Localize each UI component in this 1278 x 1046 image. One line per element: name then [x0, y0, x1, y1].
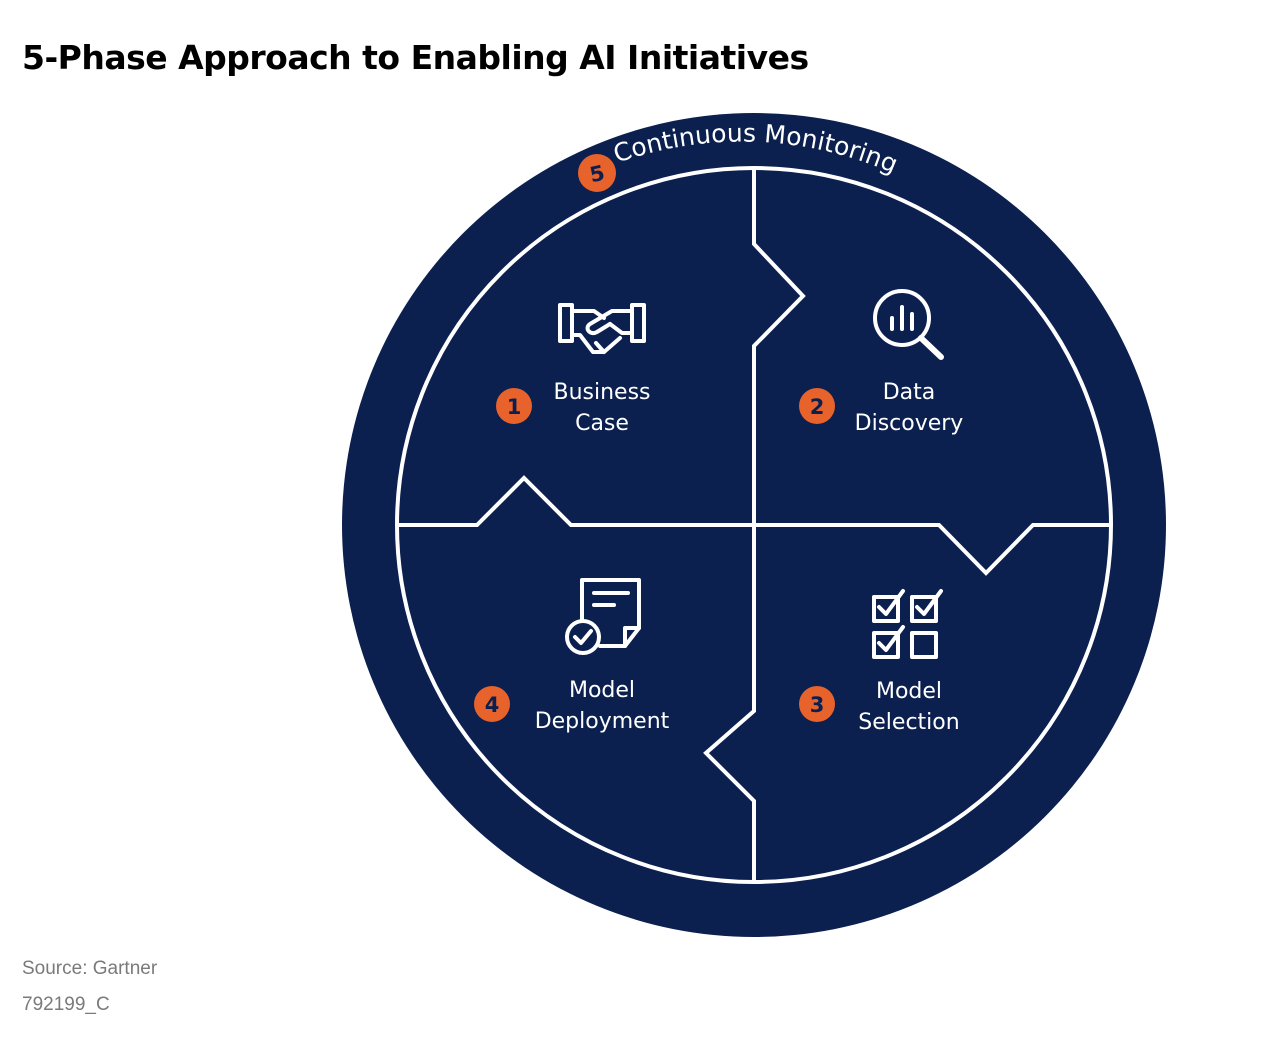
phase-3-quadrant: 3 Model Selection — [799, 589, 960, 735]
checklist-grid-icon — [872, 589, 943, 659]
handshake-icon — [558, 303, 646, 354]
ring-number-badge — [578, 154, 616, 192]
phase-3-label-line2: Selection — [858, 710, 959, 735]
phase-4-label-line2: Deployment — [535, 709, 670, 734]
phase-1-label-line1: Business — [553, 380, 650, 405]
divider-horizontal-left — [398, 475, 754, 527]
phase-1-number-badge — [496, 388, 532, 424]
phase-4-quadrant: 4 Model Deployment — [474, 578, 670, 734]
figure-id: 792199_C — [22, 994, 110, 1015]
phase-4-label-line1: Model — [569, 678, 635, 703]
source-note: Source: Gartner — [22, 958, 158, 979]
divider-horizontal-right — [754, 523, 1111, 576]
page-title: 5-Phase Approach to Enabling AI Initiati… — [22, 38, 809, 77]
phase-2-number: 2 — [810, 395, 825, 419]
phase-2-number-badge — [799, 388, 835, 424]
divider-vertical-bottom — [703, 525, 756, 882]
ring-number: 5 — [588, 161, 607, 188]
magnifier-chart-icon — [873, 289, 944, 360]
phase-1-number: 1 — [507, 395, 522, 419]
phase-2-label-line1: Data — [883, 380, 936, 405]
phase-3-label-line1: Model — [876, 679, 942, 704]
document-check-icon — [565, 578, 641, 655]
phase-4-number-badge — [474, 686, 510, 722]
phase-3-number-badge — [799, 686, 835, 722]
divider-vertical-top — [752, 170, 806, 525]
phase-3-number: 3 — [810, 693, 825, 717]
phase-1-label-line2: Case — [575, 411, 629, 436]
phase-4-number: 4 — [485, 693, 500, 717]
phase-2-label-line2: Discovery — [855, 411, 964, 436]
phase-2-quadrant: 2 Data Discovery — [799, 289, 964, 436]
phase-1-quadrant: 1 Business Case — [496, 303, 651, 436]
